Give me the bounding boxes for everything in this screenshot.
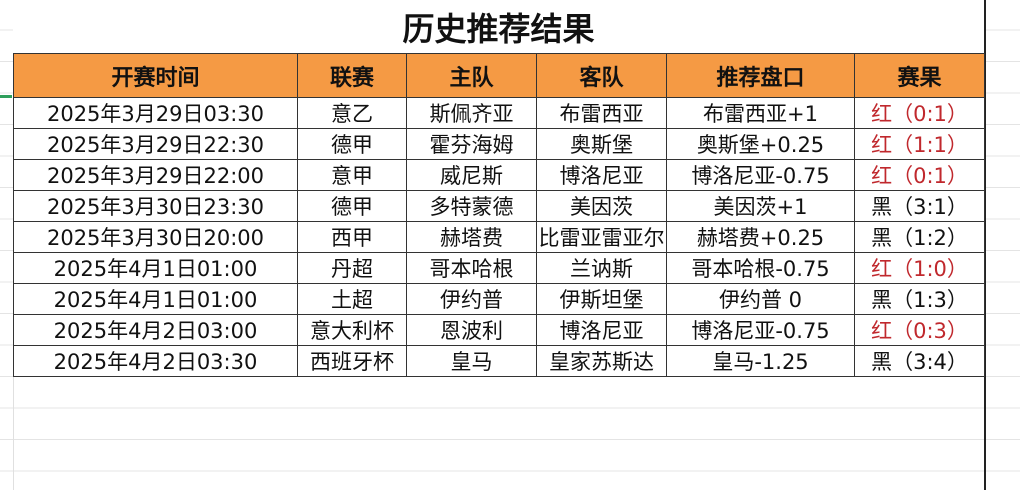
cell-home[interactable]: 恩波利	[406, 314, 537, 346]
cell-pick[interactable]: 博洛尼亚-0.75	[666, 159, 855, 191]
cell-league[interactable]: 意乙	[297, 97, 407, 129]
cell-league[interactable]: 意大利杯	[297, 314, 407, 346]
cell-home[interactable]: 威尼斯	[406, 159, 537, 191]
cell-home[interactable]: 皇马	[406, 345, 537, 377]
cell-time[interactable]: 2025年3月30日23:30	[13, 190, 298, 222]
cell-home[interactable]: 霍芬海姆	[406, 128, 537, 160]
cell-result[interactable]: 黑（1:2）	[854, 221, 985, 253]
cell-pick[interactable]: 伊约普 0	[666, 283, 855, 315]
sheet-title[interactable]: 历史推荐结果	[13, 0, 984, 53]
cell-away[interactable]: 奥斯堡	[536, 128, 667, 160]
table-row: 2025年3月29日22:30 德甲 霍芬海姆 奥斯堡 奥斯堡+0.25 红（1:1）	[13, 128, 985, 160]
cell-result[interactable]: 黑（3:4）	[854, 345, 985, 377]
cell-time[interactable]: 2025年3月30日20:00	[13, 221, 298, 253]
cell-time[interactable]: 2025年3月29日03:30	[13, 97, 298, 129]
cell-result[interactable]: 黑（3:1）	[854, 190, 985, 222]
cell-league[interactable]: 西甲	[297, 221, 407, 253]
cell-pick[interactable]: 赫塔费+0.25	[666, 221, 855, 253]
cell-pick[interactable]: 哥本哈根-0.75	[666, 252, 855, 284]
header-result[interactable]: 赛果	[854, 53, 985, 98]
cell-time[interactable]: 2025年3月29日22:30	[13, 128, 298, 160]
cell-away[interactable]: 伊斯坦堡	[536, 283, 667, 315]
table-row: 2025年4月2日03:30 西班牙杯 皇马 皇家苏斯达 皇马-1.25 黑（3:4）	[13, 345, 985, 377]
cell-home[interactable]: 斯佩齐亚	[406, 97, 537, 129]
table-row: 2025年3月29日03:30 意乙 斯佩齐亚 布雷西亚 布雷西亚+1 红（0:1）	[13, 97, 985, 129]
cell-away[interactable]: 皇家苏斯达	[536, 345, 667, 377]
cell-league[interactable]: 丹超	[297, 252, 407, 284]
cell-away[interactable]: 美因茨	[536, 190, 667, 222]
cell-league[interactable]: 德甲	[297, 128, 407, 160]
cell-time[interactable]: 2025年4月2日03:30	[13, 345, 298, 377]
cell-league[interactable]: 德甲	[297, 190, 407, 222]
cell-home[interactable]: 多特蒙德	[406, 190, 537, 222]
cell-result[interactable]: 红（1:0）	[854, 252, 985, 284]
cell-pick[interactable]: 布雷西亚+1	[666, 97, 855, 129]
cell-home[interactable]: 哥本哈根	[406, 252, 537, 284]
row-selection-indicator	[0, 95, 12, 98]
cell-home[interactable]: 伊约普	[406, 283, 537, 315]
table-row: 2025年3月29日22:00 意甲 威尼斯 博洛尼亚 博洛尼亚-0.75 红（0:1）	[13, 159, 985, 191]
table-row: 2025年4月1日01:00 土超 伊约普 伊斯坦堡 伊约普 0 黑（1:3）	[13, 283, 985, 315]
cell-pick[interactable]: 美因茨+1	[666, 190, 855, 222]
cell-time[interactable]: 2025年3月29日22:00	[13, 159, 298, 191]
cell-time[interactable]: 2025年4月1日01:00	[13, 252, 298, 284]
table-row: 2025年4月2日03:00 意大利杯 恩波利 博洛尼亚 博洛尼亚-0.75 红（0:3）	[13, 314, 985, 346]
cell-league[interactable]: 西班牙杯	[297, 345, 407, 377]
results-table: 开赛时间 联赛 主队 客队 推荐盘口 赛果 2025年3月29日03:30 意乙斯…	[13, 53, 985, 377]
cell-league[interactable]: 意甲	[297, 159, 407, 191]
cell-away[interactable]: 布雷西亚	[536, 97, 667, 129]
cell-away[interactable]: 博洛尼亚	[536, 159, 667, 191]
cell-away[interactable]: 比雷亚雷亚尔	[536, 221, 667, 253]
cell-pick[interactable]: 奥斯堡+0.25	[666, 128, 855, 160]
cell-pick[interactable]: 皇马-1.25	[666, 345, 855, 377]
cell-time[interactable]: 2025年4月2日03:00	[13, 314, 298, 346]
cell-result[interactable]: 红（0:1）	[854, 97, 985, 129]
cell-result[interactable]: 红（1:1）	[854, 128, 985, 160]
cell-result[interactable]: 红（0:1）	[854, 159, 985, 191]
cell-time[interactable]: 2025年4月1日01:00	[13, 283, 298, 315]
cell-away[interactable]: 博洛尼亚	[536, 314, 667, 346]
cell-away[interactable]: 兰讷斯	[536, 252, 667, 284]
header-home[interactable]: 主队	[406, 53, 537, 98]
cell-home[interactable]: 赫塔费	[406, 221, 537, 253]
table-row: 2025年3月30日23:30 德甲 多特蒙德 美因茨 美因茨+1 黑（3:1）	[13, 190, 985, 222]
header-away[interactable]: 客队	[536, 53, 667, 98]
header-league[interactable]: 联赛	[297, 53, 407, 98]
column-border	[984, 0, 986, 490]
cell-league[interactable]: 土超	[297, 283, 407, 315]
header-pick[interactable]: 推荐盘口	[666, 53, 855, 98]
cell-pick[interactable]: 博洛尼亚-0.75	[666, 314, 855, 346]
cell-result[interactable]: 黑（1:3）	[854, 283, 985, 315]
cell-result[interactable]: 红（0:3）	[854, 314, 985, 346]
table-row: 2025年3月30日20:00 西甲 赫塔费 比雷亚雷亚尔 赫塔费+0.25 黑（1:2）	[13, 221, 985, 253]
header-time[interactable]: 开赛时间	[13, 53, 298, 98]
table-row: 2025年4月1日01:00 丹超 哥本哈根 兰讷斯 哥本哈根-0.75 红（1:0）	[13, 252, 985, 284]
header-row: 开赛时间 联赛 主队 客队 推荐盘口 赛果	[13, 53, 985, 98]
